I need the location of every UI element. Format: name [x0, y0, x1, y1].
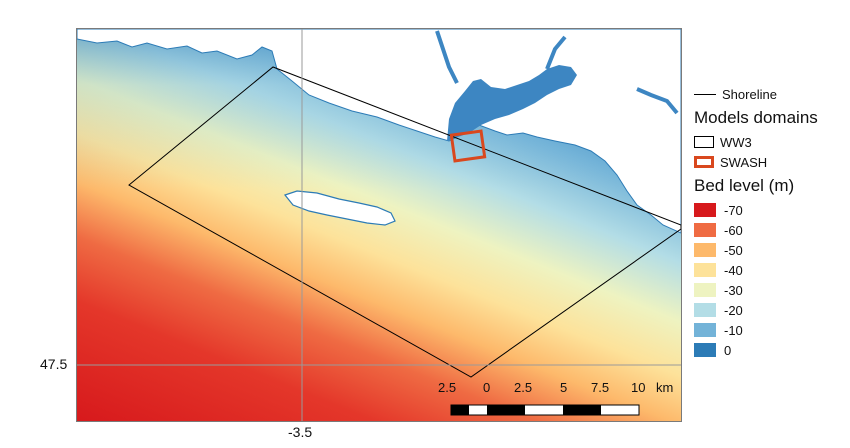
bed-level-label: -30: [724, 282, 743, 298]
bed-level-label: -40: [724, 262, 743, 278]
bed-level-row: -70: [694, 200, 844, 220]
bed-level-label: -20: [724, 302, 743, 318]
ww3-box-symbol: [694, 136, 714, 148]
scale-label-1: 2.5: [438, 380, 457, 395]
bed-level-swatch: [694, 323, 716, 337]
bed-level-swatch: [694, 223, 716, 237]
legend-ww3: WW3: [694, 132, 844, 152]
bed-level-row: -20: [694, 300, 844, 320]
scale-bar: [450, 404, 640, 416]
legend-swash-label: SWASH: [720, 154, 768, 170]
bed-level-row: -30: [694, 280, 844, 300]
bed-level-swatch: [694, 283, 716, 297]
lon-tick-label: -3.5: [288, 424, 313, 440]
scale-label-4: 5: [560, 380, 568, 395]
bed-level-list: -70 -60 -50 -40 -30 -20 -10 0: [694, 200, 844, 360]
scale-label-2: 0: [483, 380, 491, 395]
mainland: [77, 29, 681, 234]
bed-level-row: -50: [694, 240, 844, 260]
swash-domain: [449, 129, 487, 163]
scale-label-3: 2.5: [514, 380, 533, 395]
ww3-domain: [128, 66, 681, 378]
bed-level-row: -10: [694, 320, 844, 340]
bed-level-swatch: [694, 343, 716, 357]
bed-level-label: 0: [724, 342, 732, 358]
bed-level-row: -40: [694, 260, 844, 280]
legend-swash: SWASH: [694, 152, 844, 172]
legend-models-title: Models domains: [694, 108, 818, 127]
bed-level-label: -70: [724, 202, 743, 218]
bed-level-row: -60: [694, 220, 844, 240]
legend-shoreline: Shoreline: [694, 84, 844, 104]
bed-level-swatch: [694, 263, 716, 277]
island: [283, 190, 396, 226]
legend-bed-title: Bed level (m): [694, 176, 795, 195]
river-channel: [435, 30, 679, 115]
lat-tick-label: 47.5: [40, 356, 68, 372]
map-frame[interactable]: [76, 28, 682, 422]
bed-level-label: -10: [724, 322, 743, 338]
bed-level-swatch: [694, 203, 716, 217]
map-legend: Shoreline Models domains WW3 SWASH Bed l…: [694, 84, 844, 360]
legend-ww3-label: WW3: [720, 134, 752, 150]
bed-level-label: -60: [724, 222, 743, 238]
legend-shoreline-label: Shoreline: [722, 86, 777, 102]
estuary-water: [447, 65, 577, 141]
bed-level-swatch: [694, 303, 716, 317]
swash-box-symbol: [694, 156, 714, 168]
bed-level-swatch: [694, 243, 716, 257]
bed-level-label: -50: [724, 242, 743, 258]
scale-label-6: 10: [631, 380, 646, 395]
scale-label-5: 7.5: [591, 380, 610, 395]
bed-level-row: 0: [694, 340, 844, 360]
bathymetry-map[interactable]: [77, 29, 681, 421]
scale-unit: km: [656, 380, 674, 395]
shoreline-line-symbol: [694, 93, 716, 95]
